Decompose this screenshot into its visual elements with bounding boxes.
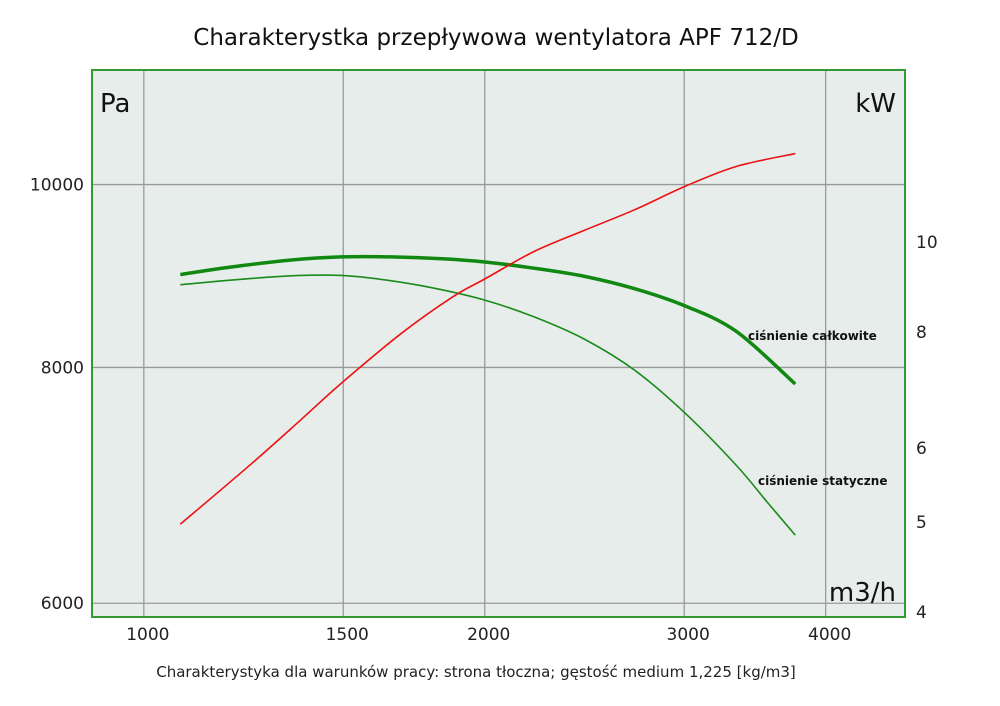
chart-title: Charakterystka przepływowa wentylatora A… xyxy=(193,25,798,51)
x-unit: m3/h xyxy=(829,578,896,608)
x-tick-label: 2000 xyxy=(467,625,510,645)
x-tick-label: 1500 xyxy=(326,625,369,645)
x-tick-label: 3000 xyxy=(667,625,710,645)
y-left-tick-label: 6000 xyxy=(41,594,84,614)
power-line xyxy=(179,152,796,525)
y-right-tick-label: 5 xyxy=(916,513,927,533)
y-right-unit: kW xyxy=(855,89,896,119)
y-left-unit: Pa xyxy=(100,89,130,119)
static-pressure-line xyxy=(180,274,796,536)
label-static-pressure: ciśnienie statyczne xyxy=(758,474,887,488)
x-tick-label: 1000 xyxy=(126,625,169,645)
y-right-tick-label: 6 xyxy=(916,439,927,459)
y-right-tick-label: 8 xyxy=(916,323,927,343)
x-tick-label: 4000 xyxy=(808,625,851,645)
y-right-tick-label: 10 xyxy=(916,233,938,253)
total-pressure-line xyxy=(180,254,797,386)
y-left-tick-label: 8000 xyxy=(41,358,84,378)
chart-footer: Charakterystyka dla warunków pracy: stro… xyxy=(156,663,796,681)
y-right-tick-label: 4 xyxy=(916,603,927,623)
label-total-pressure: ciśnienie całkowite xyxy=(748,329,877,343)
y-left-tick-label: 10000 xyxy=(30,176,84,196)
plot-area xyxy=(92,70,905,617)
plot-frame xyxy=(91,69,906,618)
